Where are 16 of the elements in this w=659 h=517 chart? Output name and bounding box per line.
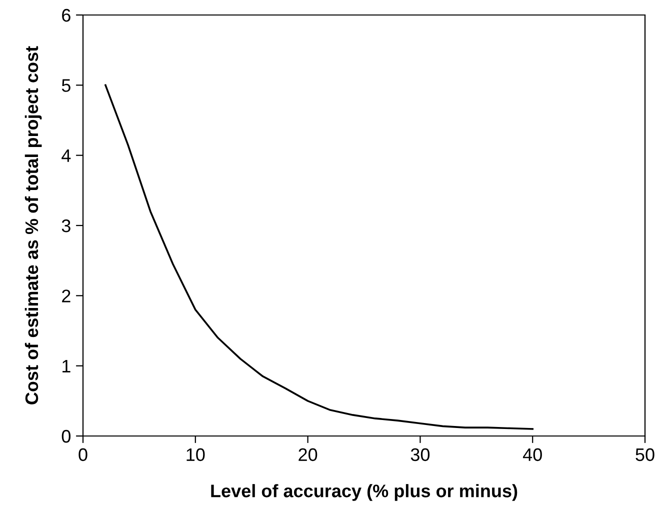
y-tick-label: 1 (62, 360, 70, 372)
x-tick-label: 20 (298, 448, 318, 462)
x-tick-label: 10 (186, 448, 205, 462)
x-tick-label: 0 (78, 448, 88, 462)
y-tick-label: 5 (62, 79, 70, 92)
x-axis-title: Level of accuracy (% plus or minus) (211, 484, 518, 501)
line-series (104, 84, 534, 430)
y-axis-title: Cost of estimate as % of total project cost (24, 46, 42, 404)
x-tick-label: 40 (522, 448, 542, 462)
x-tick-label: 30 (410, 448, 430, 462)
y-tick-label: 2 (62, 290, 70, 302)
y-tick-label: 4 (62, 149, 71, 162)
y-tick-label: 0 (62, 430, 70, 443)
x-tick-label: 50 (636, 448, 654, 462)
y-tick-label: 6 (62, 8, 70, 22)
y-tick-label: 3 (62, 219, 70, 232)
